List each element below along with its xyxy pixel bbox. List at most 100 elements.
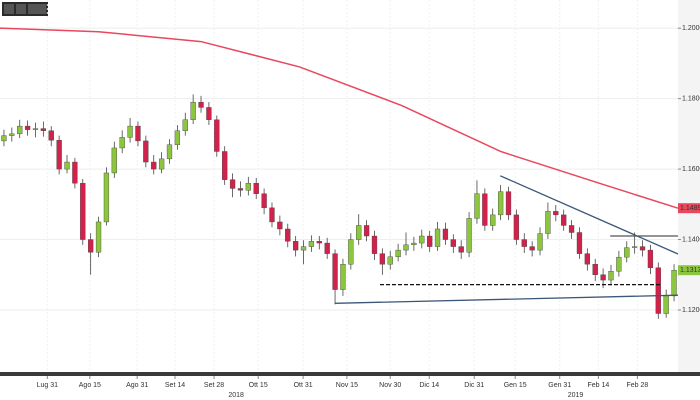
candle-body xyxy=(608,271,614,281)
x-tick-label: Set 28 xyxy=(204,382,224,389)
candle-body xyxy=(450,239,456,247)
candle-body xyxy=(624,247,630,258)
candle-body xyxy=(356,225,362,240)
candle-body xyxy=(427,235,433,247)
candle-body xyxy=(513,214,520,240)
candle-body xyxy=(537,233,543,251)
candle-body xyxy=(174,130,181,145)
price-label-box xyxy=(678,203,700,214)
candle-body xyxy=(182,119,188,131)
candle-body xyxy=(576,232,583,254)
x-tick-label: Dic 31 xyxy=(464,382,484,389)
candle-body xyxy=(592,264,598,275)
x-tick-label: Ott 31 xyxy=(294,382,313,389)
candle-body xyxy=(671,269,677,297)
candle-body xyxy=(348,239,354,265)
x-axis-bar xyxy=(0,372,700,376)
candle-body xyxy=(56,140,62,170)
x-tick-label: Gen 31 xyxy=(548,382,571,389)
candle-body xyxy=(277,221,283,230)
candle-body xyxy=(40,128,47,131)
candle-body xyxy=(419,235,425,244)
candle-body xyxy=(143,140,149,163)
price-label-box xyxy=(678,265,700,276)
candle-body xyxy=(64,161,70,170)
candle-body xyxy=(127,125,133,138)
tool-button[interactable] xyxy=(28,4,46,14)
candle-body xyxy=(198,101,204,108)
candle-body xyxy=(340,264,346,290)
x-tick-label: Lug 31 xyxy=(37,382,59,389)
candle-body xyxy=(158,158,165,170)
x-tick-label: Ago 15 xyxy=(79,382,101,389)
tool-button[interactable] xyxy=(16,4,26,14)
price-label: 1.1313 xyxy=(680,267,700,274)
candle-body xyxy=(229,179,236,189)
candle-body xyxy=(253,182,259,194)
candle-body xyxy=(1,135,7,142)
candle-body xyxy=(135,125,141,142)
candle-body xyxy=(553,211,559,216)
candle-body xyxy=(119,137,125,149)
candle-body xyxy=(95,221,102,253)
y-tick-label: 1.2000 xyxy=(682,25,700,32)
candle-body xyxy=(24,125,31,130)
candle-body xyxy=(584,253,590,265)
candle-body xyxy=(466,218,472,253)
candle-body xyxy=(103,172,110,223)
candle-body xyxy=(482,193,488,226)
candle-body xyxy=(214,119,220,152)
candle-body xyxy=(300,246,307,251)
candle-body xyxy=(332,253,338,290)
trend-line xyxy=(335,294,679,304)
y-tick-label: 1.1200 xyxy=(682,307,700,314)
candle-body xyxy=(458,246,464,253)
candle-body xyxy=(222,151,228,180)
x-tick-label: Set 14 xyxy=(165,382,185,389)
candle-body xyxy=(245,182,251,191)
candle-body xyxy=(9,133,15,136)
x-tick-label: Nov 15 xyxy=(336,382,358,389)
price-label: 1.1489 xyxy=(680,205,700,212)
candle-body xyxy=(363,225,370,237)
candle-body xyxy=(292,241,299,251)
candle-body xyxy=(17,125,23,135)
trend-line xyxy=(499,175,679,255)
candle-body xyxy=(434,228,441,247)
candle-body xyxy=(111,147,117,174)
candle-body xyxy=(206,107,212,120)
candle-body xyxy=(655,267,661,314)
candle-body xyxy=(545,211,551,234)
tool-button[interactable] xyxy=(4,4,14,14)
candle-body xyxy=(663,295,669,314)
candle-body xyxy=(88,239,94,253)
candle-body xyxy=(324,242,330,254)
candle-body xyxy=(379,253,386,265)
y-tick-label: 1.1400 xyxy=(682,236,700,243)
candle-body xyxy=(387,256,393,265)
candle-body xyxy=(529,246,535,251)
candle-body xyxy=(521,239,527,247)
x-tick-label: Ago 31 xyxy=(126,382,148,389)
candle-body xyxy=(151,161,157,170)
x-tick-label: Gen 15 xyxy=(504,382,527,389)
candle-body xyxy=(631,246,638,248)
candle-body xyxy=(80,182,86,240)
candle-body xyxy=(568,225,575,233)
candle-body xyxy=(616,256,622,272)
y-tick-label: 1.1600 xyxy=(682,166,700,173)
candle-body xyxy=(505,191,512,216)
candle-body xyxy=(639,246,646,251)
candle-body xyxy=(166,144,173,160)
candle-body xyxy=(497,191,504,216)
candle-body xyxy=(395,249,401,258)
x-tick-label: Feb 14 xyxy=(587,382,609,389)
candle-body xyxy=(600,274,606,281)
candle-body xyxy=(190,101,196,120)
candle-body xyxy=(647,249,654,268)
candle-body xyxy=(48,130,54,141)
candle-body xyxy=(237,188,244,191)
y-tick-label: 1.1800 xyxy=(682,95,700,102)
